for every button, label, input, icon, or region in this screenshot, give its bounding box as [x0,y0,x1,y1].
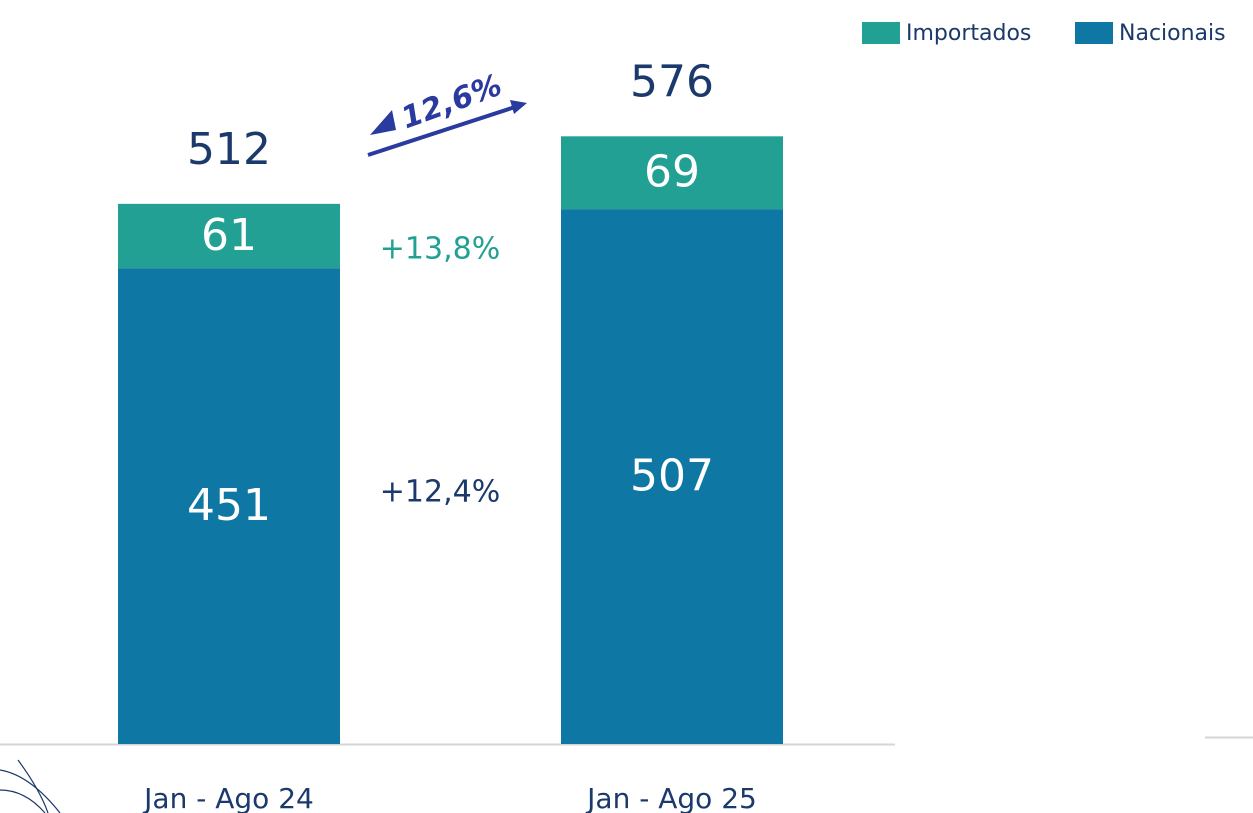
legend-swatch [862,22,900,44]
segment-label: 69 [644,147,700,198]
bar-segment [118,268,340,744]
x-tick-label: Jan - Ago 24 [142,782,314,813]
decor-swoosh [0,759,61,813]
bar-segment [118,203,340,269]
segment-label: 61 [201,210,257,261]
x-tick-label: Jan - Ago 25 [585,782,757,813]
total-label: 576 [630,56,714,107]
legend-label: Nacionais [1119,21,1226,46]
legend-label: Importados [906,21,1031,46]
nacionais-growth: +12,4% [380,475,500,510]
importados-growth: +13,8% [380,232,500,267]
total-label: 512 [187,124,271,175]
bar-segment [561,209,783,745]
segment-label: 451 [187,480,271,531]
growth-arrow [367,100,527,157]
bar-segment [561,136,783,210]
segment-label: 507 [630,451,714,502]
legend-swatch [1075,22,1113,44]
